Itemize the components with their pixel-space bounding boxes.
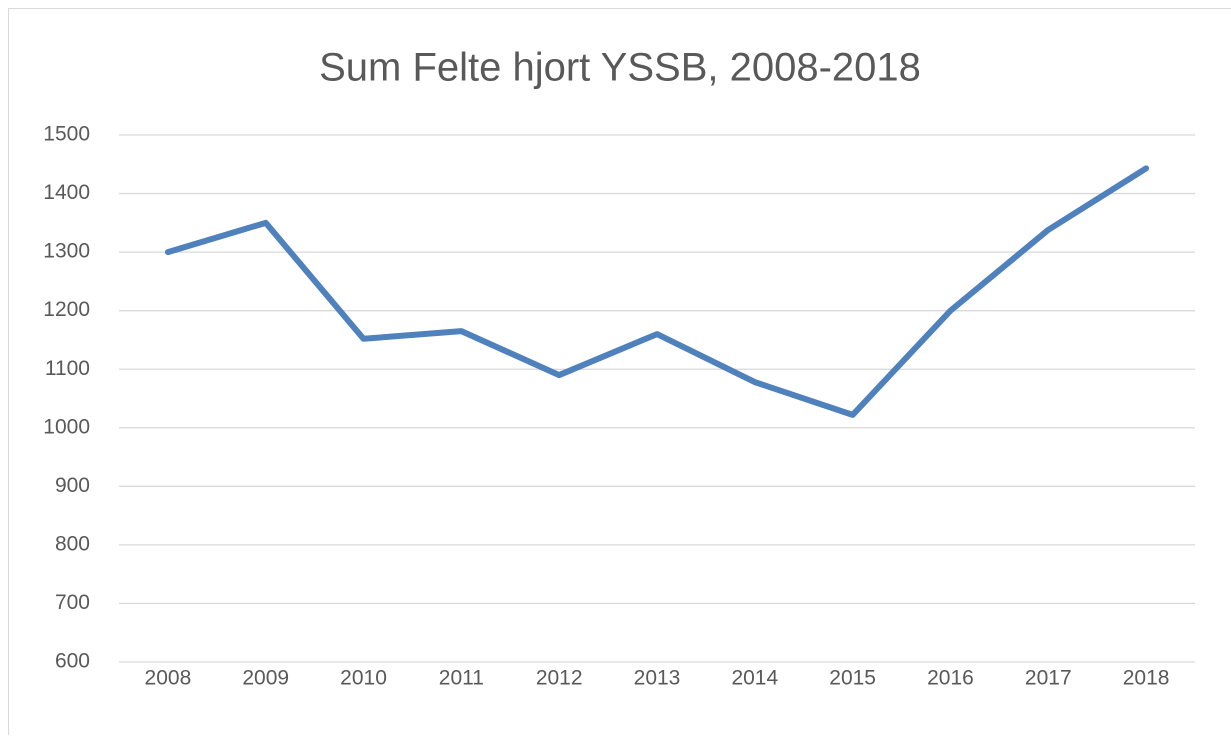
x-tick-label: 2014 <box>731 667 778 690</box>
x-tick-label: 2015 <box>829 667 876 690</box>
y-tick-label: 700 <box>55 591 90 614</box>
x-tick-label: 2018 <box>1123 667 1170 690</box>
chart-border <box>9 9 1231 736</box>
y-tick-label: 1200 <box>43 298 90 321</box>
x-tick-label: 2010 <box>340 667 387 690</box>
y-tick-label: 900 <box>55 474 90 497</box>
y-tick-label: 600 <box>55 650 90 673</box>
y-tick-label: 1100 <box>45 357 90 380</box>
y-tick-label: 1000 <box>43 415 90 438</box>
y-tick-label: 1300 <box>43 240 90 263</box>
y-tick-label: 800 <box>55 532 90 555</box>
y-tick-label: 1500 <box>43 123 90 146</box>
x-tick-label: 2016 <box>927 667 974 690</box>
x-tick-label: 2011 <box>439 667 484 690</box>
x-tick-label: 2009 <box>242 667 289 690</box>
y-tick-label: 1400 <box>43 181 90 204</box>
x-tick-label: 2013 <box>634 667 681 690</box>
x-tick-label: 2008 <box>145 667 192 690</box>
x-tick-label: 2012 <box>536 667 583 690</box>
chart-title: Sum Felte hjort YSSB, 2008-2018 <box>319 46 921 90</box>
x-tick-label: 2017 <box>1025 667 1072 690</box>
